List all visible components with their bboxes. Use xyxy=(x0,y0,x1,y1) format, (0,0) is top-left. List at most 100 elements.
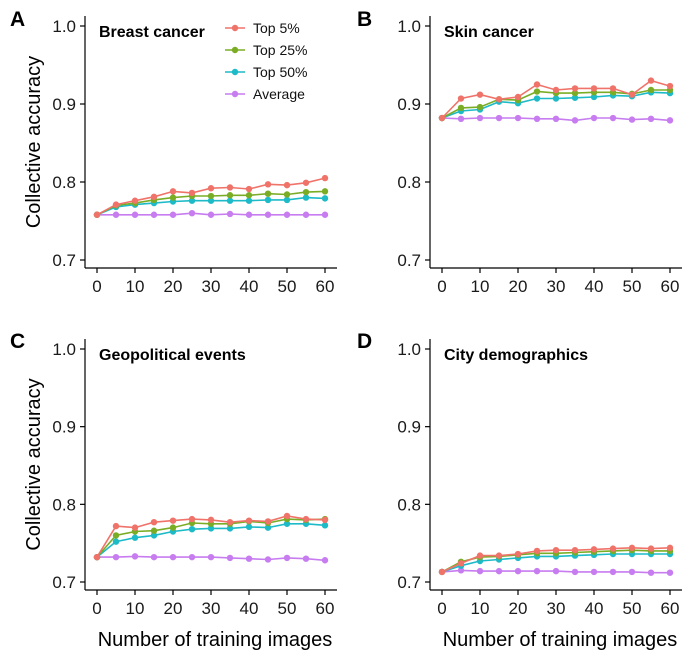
data-point xyxy=(131,197,139,204)
panel-title: Geopolitical events xyxy=(99,347,246,364)
data-point xyxy=(552,95,560,102)
series-top-5 xyxy=(93,512,329,561)
series-average xyxy=(438,114,674,124)
x-tick-label: 10 xyxy=(471,277,490,296)
y-tick-label: 0.8 xyxy=(52,173,76,192)
y-tick-label: 0.7 xyxy=(397,251,421,270)
data-point xyxy=(571,117,579,124)
data-point xyxy=(188,515,196,523)
data-point xyxy=(112,532,120,539)
data-point xyxy=(476,91,484,98)
data-point xyxy=(112,211,120,218)
data-point xyxy=(93,211,101,218)
data-point xyxy=(514,93,522,101)
x-tick-label: 20 xyxy=(164,599,183,618)
series-average xyxy=(93,210,329,218)
data-point xyxy=(207,185,215,192)
y-tick-label: 1.0 xyxy=(52,17,76,36)
series-average xyxy=(438,567,674,576)
data-point xyxy=(647,569,655,576)
data-point xyxy=(283,554,291,562)
data-point xyxy=(571,89,579,97)
legend-swatch-marker xyxy=(231,24,239,32)
data-point xyxy=(302,188,310,196)
data-point xyxy=(302,515,310,523)
data-point xyxy=(571,94,579,101)
data-point xyxy=(609,545,617,552)
y-tick-label: 0.9 xyxy=(52,95,76,114)
x-tick-label: 50 xyxy=(278,277,297,296)
data-point xyxy=(302,194,310,201)
x-axis-title: Number of training images xyxy=(98,629,333,651)
panel-letter: C xyxy=(10,330,25,353)
series-top-5 xyxy=(438,544,674,576)
data-point xyxy=(628,568,636,576)
data-point xyxy=(150,527,158,534)
x-tick-label: 10 xyxy=(126,599,145,618)
data-point xyxy=(533,547,541,555)
data-point xyxy=(150,532,158,539)
data-point xyxy=(226,197,234,204)
x-tick-label: 10 xyxy=(126,277,145,296)
data-point xyxy=(169,517,177,524)
data-point xyxy=(302,211,310,218)
data-point xyxy=(514,567,522,575)
legend-swatch-marker xyxy=(231,46,239,54)
x-tick-label: 20 xyxy=(164,277,183,296)
y-tick-label: 0.9 xyxy=(52,418,76,437)
data-point xyxy=(264,190,272,197)
data-point xyxy=(571,546,579,554)
legend-label: Average xyxy=(253,86,305,102)
y-tick-label: 0.9 xyxy=(397,95,421,114)
data-point xyxy=(283,196,291,204)
y-axis-title: Collective accuracy xyxy=(23,56,45,228)
data-point xyxy=(552,86,560,94)
x-tick-label: 10 xyxy=(471,599,490,618)
data-point xyxy=(321,516,329,524)
data-point xyxy=(321,211,329,218)
data-point xyxy=(283,211,291,218)
x-tick-label: 30 xyxy=(547,277,566,296)
x-tick-label: 50 xyxy=(278,599,297,618)
data-point xyxy=(321,188,329,195)
panel-title: Breast cancer xyxy=(99,24,205,41)
data-point xyxy=(321,522,329,529)
data-point xyxy=(321,557,329,564)
data-point xyxy=(245,517,253,524)
legend: Top 5% Top 25% Top 50% Average xyxy=(225,20,307,102)
data-point xyxy=(533,115,541,123)
y-tick-label: 0.7 xyxy=(397,573,421,592)
data-point xyxy=(150,193,158,201)
data-point xyxy=(628,116,636,123)
data-point xyxy=(226,525,234,532)
data-point xyxy=(264,196,272,204)
data-point xyxy=(264,556,272,563)
x-tick-label: 40 xyxy=(585,277,604,296)
panel-letter: D xyxy=(357,330,372,353)
legend-label: Top 5% xyxy=(253,20,300,36)
y-tick-label: 0.7 xyxy=(52,573,76,592)
data-point xyxy=(552,115,560,123)
panel-title: Skin cancer xyxy=(444,24,534,41)
panel-d: D 0.7 0.8 0.9 1.0 0 10 20 30 40 50 60 City demograph… xyxy=(357,330,682,651)
x-tick-label: 0 xyxy=(92,277,101,296)
data-point xyxy=(131,534,139,541)
data-point xyxy=(207,197,215,204)
data-point xyxy=(112,538,120,545)
x-tick-label: 30 xyxy=(547,599,566,618)
data-point xyxy=(495,114,503,122)
data-point xyxy=(457,104,465,112)
legend-label: Top 50% xyxy=(253,64,307,80)
series-average xyxy=(93,553,329,564)
legend-item: Average xyxy=(225,86,305,102)
data-point xyxy=(226,184,234,191)
data-point xyxy=(283,181,291,189)
x-tick-label: 50 xyxy=(623,277,642,296)
data-point xyxy=(283,512,291,520)
x-tick-label: 60 xyxy=(316,277,335,296)
data-point xyxy=(438,568,446,576)
data-point xyxy=(647,545,655,552)
data-point xyxy=(131,211,139,218)
data-point xyxy=(93,553,101,561)
